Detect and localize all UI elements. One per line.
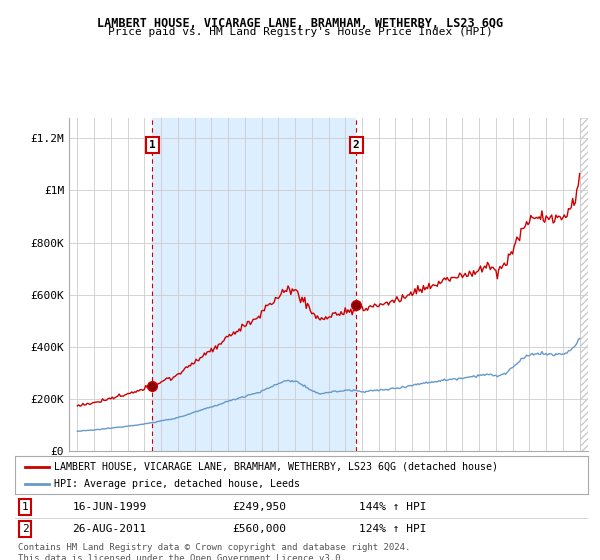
Text: Price paid vs. HM Land Registry's House Price Index (HPI): Price paid vs. HM Land Registry's House …	[107, 27, 493, 37]
Text: 2: 2	[22, 524, 29, 534]
Text: 2: 2	[353, 140, 359, 150]
Bar	[152, 118, 356, 451]
Text: LAMBERT HOUSE, VICARAGE LANE, BRAMHAM, WETHERBY, LS23 6QG: LAMBERT HOUSE, VICARAGE LANE, BRAMHAM, W…	[97, 17, 503, 30]
Text: 26-AUG-2011: 26-AUG-2011	[73, 524, 146, 534]
Text: HPI: Average price, detached house, Leeds: HPI: Average price, detached house, Leed…	[54, 479, 300, 489]
Text: £249,950: £249,950	[233, 502, 287, 512]
Text: 124% ↑ HPI: 124% ↑ HPI	[359, 524, 426, 534]
Bar	[580, 118, 588, 451]
Text: 144% ↑ HPI: 144% ↑ HPI	[359, 502, 426, 512]
Text: 1: 1	[149, 140, 155, 150]
Text: £560,000: £560,000	[233, 524, 287, 534]
Text: 16-JUN-1999: 16-JUN-1999	[73, 502, 146, 512]
Text: LAMBERT HOUSE, VICARAGE LANE, BRAMHAM, WETHERBY, LS23 6QG (detached house): LAMBERT HOUSE, VICARAGE LANE, BRAMHAM, W…	[54, 461, 498, 472]
Text: 1: 1	[22, 502, 29, 512]
Text: Contains HM Land Registry data © Crown copyright and database right 2024.
This d: Contains HM Land Registry data © Crown c…	[18, 543, 410, 560]
